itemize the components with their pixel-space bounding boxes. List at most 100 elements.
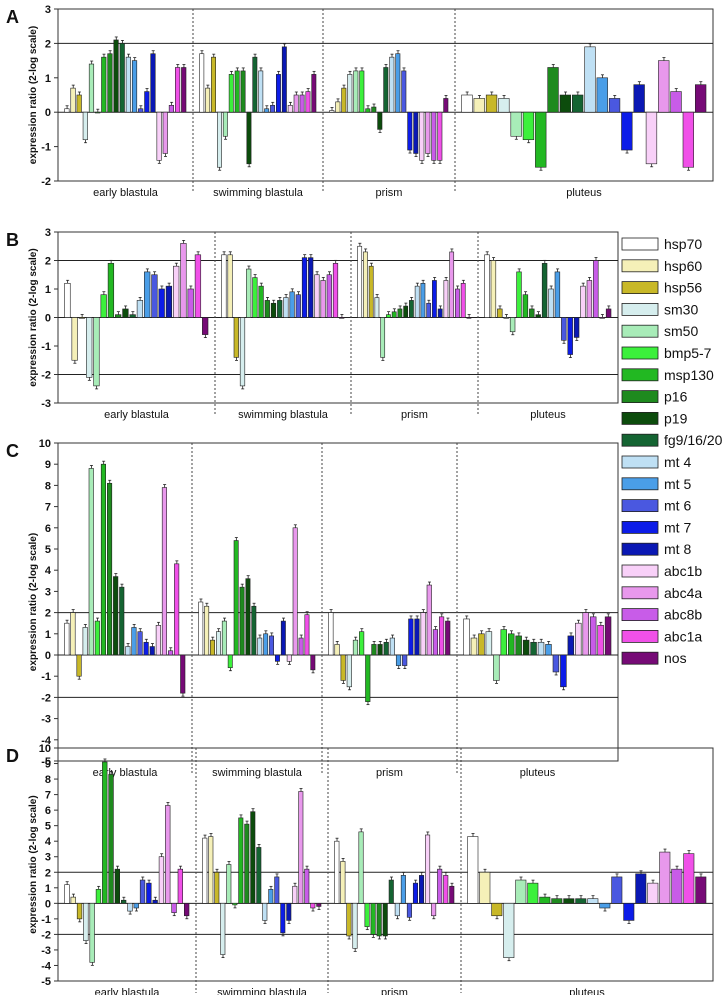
- y-tick-label: 0: [45, 107, 51, 119]
- bar-abc1a: [597, 625, 604, 656]
- bar-mt-8: [150, 53, 156, 113]
- legend-swatch: [621, 411, 659, 425]
- bar-mt-5: [131, 627, 137, 656]
- legend-swatch: [621, 564, 659, 578]
- y-axis-label: expression ratio (2-log scale): [28, 248, 39, 386]
- bar-hsp56: [340, 654, 346, 681]
- bar-sm30: [216, 631, 221, 656]
- bar-sm50: [226, 864, 232, 904]
- bar-abc4a: [298, 791, 304, 904]
- bar-mt-5: [263, 633, 269, 656]
- y-tick-label: -3: [41, 714, 51, 726]
- legend-label: abc1b: [664, 563, 702, 579]
- bar-nos: [466, 317, 472, 319]
- bar-abc8b: [326, 274, 332, 318]
- bar-hsp56: [76, 903, 83, 920]
- bar-abc1b: [443, 280, 449, 318]
- bar-hsp70: [328, 612, 334, 656]
- bar-nos: [202, 317, 209, 335]
- bar-abc8b: [187, 288, 194, 318]
- bar-bmp5-7: [386, 314, 391, 318]
- bar-p16: [240, 70, 246, 113]
- bar-hsp56: [211, 56, 216, 113]
- bar-hsp70: [199, 53, 205, 113]
- y-tick-label: 2: [45, 608, 51, 620]
- bar-mt-6: [426, 302, 432, 318]
- bar-mt-5: [420, 282, 426, 318]
- bar-hsp70: [198, 601, 204, 656]
- bar-abc8b: [432, 629, 438, 656]
- bar-mt-6: [608, 98, 621, 113]
- y-tick-label: -4: [41, 735, 52, 747]
- bar-sm30: [220, 903, 226, 955]
- y-tick-label: 0: [45, 650, 51, 662]
- bar-mt-6: [151, 274, 158, 318]
- bar-hsp60: [363, 251, 368, 318]
- bar-abc4a: [180, 243, 187, 318]
- bar-mt-8: [567, 635, 575, 656]
- bar-mt-4: [125, 56, 131, 113]
- bar-p19: [559, 94, 571, 113]
- bar-p16: [244, 823, 250, 904]
- y-tick-label: -2: [41, 176, 51, 188]
- bar-mt-8: [152, 899, 158, 904]
- bar-p19: [113, 39, 119, 113]
- bar-abc4a: [582, 612, 589, 656]
- bar-mt-4: [394, 903, 400, 917]
- legend-label: abc8b: [664, 607, 702, 623]
- bar-abc8b: [455, 288, 460, 318]
- bar-mt-5: [395, 53, 401, 113]
- bar-hsp60: [335, 101, 341, 113]
- bar-bmp5-7: [227, 654, 233, 669]
- category-label: early blastula: [93, 187, 159, 199]
- bar-nos: [695, 876, 707, 904]
- bar-p16: [529, 308, 535, 318]
- bar-hsp56: [233, 317, 239, 358]
- bar-mt-5: [131, 60, 138, 113]
- bar-mt-7: [560, 654, 567, 688]
- panel-label: C: [6, 441, 19, 461]
- bar-abc1b: [173, 265, 180, 318]
- bar-msp130: [234, 70, 240, 113]
- bar-sm30: [86, 317, 93, 378]
- bar-mt-8: [281, 46, 287, 113]
- bar-sm30: [83, 903, 89, 941]
- bar-bmp5-7: [95, 111, 101, 114]
- bar-p16: [239, 586, 245, 656]
- bar-mt-6: [552, 654, 560, 673]
- bar-bmp5-7: [516, 271, 522, 318]
- bar-mt-7: [280, 903, 286, 934]
- bar-mt-4: [389, 56, 395, 113]
- legend-label: mt 7: [664, 519, 691, 535]
- legend-label: hsp60: [664, 258, 702, 274]
- bar-sm30: [239, 317, 246, 387]
- bar-hsp60: [334, 644, 340, 656]
- bar-mt-7: [275, 74, 281, 113]
- bar-abc8b: [168, 105, 174, 113]
- bar-hsp56: [341, 87, 347, 113]
- y-tick-label: 6: [45, 523, 51, 535]
- bar-mt-7: [144, 91, 150, 113]
- bar-fg9-16-20: [409, 300, 414, 318]
- category-label: prism: [376, 187, 403, 199]
- bar-mt-4: [389, 637, 395, 656]
- bar-msp130: [522, 294, 529, 318]
- bar-abc1a: [175, 67, 181, 113]
- bar-mt-4: [548, 288, 554, 318]
- y-tick-label: 7: [45, 502, 51, 514]
- bar-abc8b: [593, 260, 599, 318]
- bar-hsp56: [214, 871, 220, 904]
- bar-msp130: [507, 633, 515, 656]
- bar-abc8b: [168, 650, 174, 656]
- bar-nos: [310, 654, 316, 671]
- bar-mt-8: [149, 646, 155, 656]
- bar-abc4a: [162, 111, 168, 154]
- bar-hsp70: [221, 254, 227, 318]
- bar-msp130: [370, 903, 376, 935]
- legend-label: msp130: [664, 367, 714, 383]
- bar-abc8b: [304, 868, 310, 904]
- bar-abc1b: [645, 111, 658, 165]
- legend-label: p16: [664, 389, 688, 405]
- bar-abc1a: [332, 263, 339, 318]
- plot-frame: [57, 747, 714, 982]
